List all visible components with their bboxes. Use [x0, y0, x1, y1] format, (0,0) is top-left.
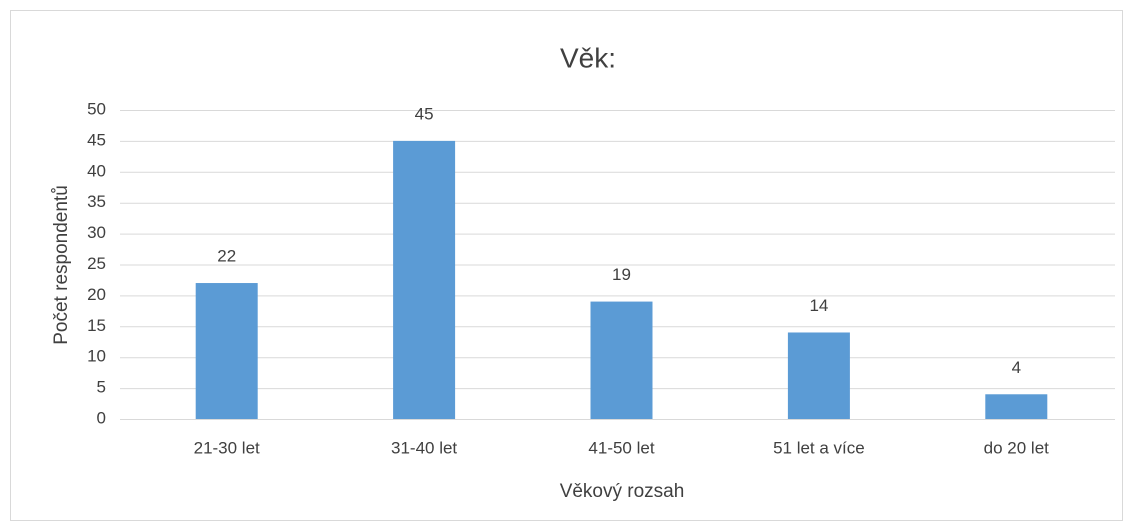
- bar: [985, 394, 1048, 419]
- y-tick-label: 0: [97, 408, 106, 427]
- chart-title: Věk:: [560, 42, 616, 73]
- y-tick-label: 5: [97, 378, 106, 397]
- data-label: 19: [612, 265, 631, 284]
- x-tick-label: 31-40 let: [391, 438, 457, 457]
- y-tick-label: 25: [87, 254, 106, 273]
- y-tick-label: 50: [87, 99, 106, 118]
- y-axis-label: Počet respondentů: [51, 185, 72, 345]
- bar: [787, 332, 850, 419]
- y-tick-label: 45: [87, 130, 106, 149]
- x-axis-label: Věkový rozsah: [560, 481, 685, 502]
- y-tick-label: 20: [87, 285, 106, 304]
- data-label: 14: [809, 296, 828, 315]
- data-label: 22: [217, 247, 236, 266]
- x-tick-label: 41-50 let: [588, 438, 654, 457]
- y-tick-label: 35: [87, 192, 106, 211]
- x-tick-label: do 20 let: [984, 438, 1049, 457]
- y-tick-label: 30: [87, 223, 106, 242]
- y-tick-label: 40: [87, 161, 106, 180]
- data-label: 45: [415, 104, 434, 123]
- y-tick-label: 15: [87, 316, 106, 335]
- bar: [195, 283, 258, 419]
- x-tick-label: 21-30 let: [194, 438, 260, 457]
- bar: [393, 140, 456, 419]
- x-tick-label: 51 let a více: [773, 438, 865, 457]
- bar: [590, 301, 653, 419]
- y-tick-label: 10: [87, 347, 106, 366]
- data-label: 4: [1012, 358, 1021, 377]
